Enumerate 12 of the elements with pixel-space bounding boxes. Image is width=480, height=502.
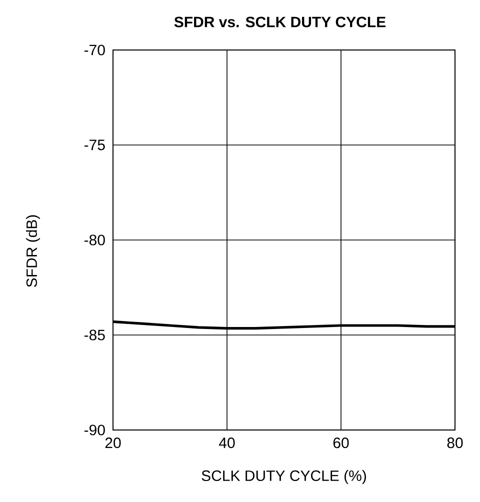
x-tick-label: 80 — [447, 438, 463, 448]
y-axis-title: SFDR (dB) — [26, 215, 40, 287]
x-tick-label: 40 — [219, 438, 235, 448]
y-tick-label: -70 — [84, 44, 105, 56]
y-tick-label: -80 — [84, 234, 105, 246]
y-tick-label: -85 — [84, 330, 105, 340]
x-tick-label: 60 — [333, 438, 349, 448]
x-axis-title: SCLK DUTY CYCLE (%) — [202, 470, 366, 484]
x-tick-label: 20 — [105, 438, 121, 448]
chart-title: SFDR vs. SCLK DUTY CYCLE — [174, 16, 386, 28]
y-tick-label: -75 — [84, 140, 105, 150]
y-tick-label: -90 — [84, 424, 105, 436]
